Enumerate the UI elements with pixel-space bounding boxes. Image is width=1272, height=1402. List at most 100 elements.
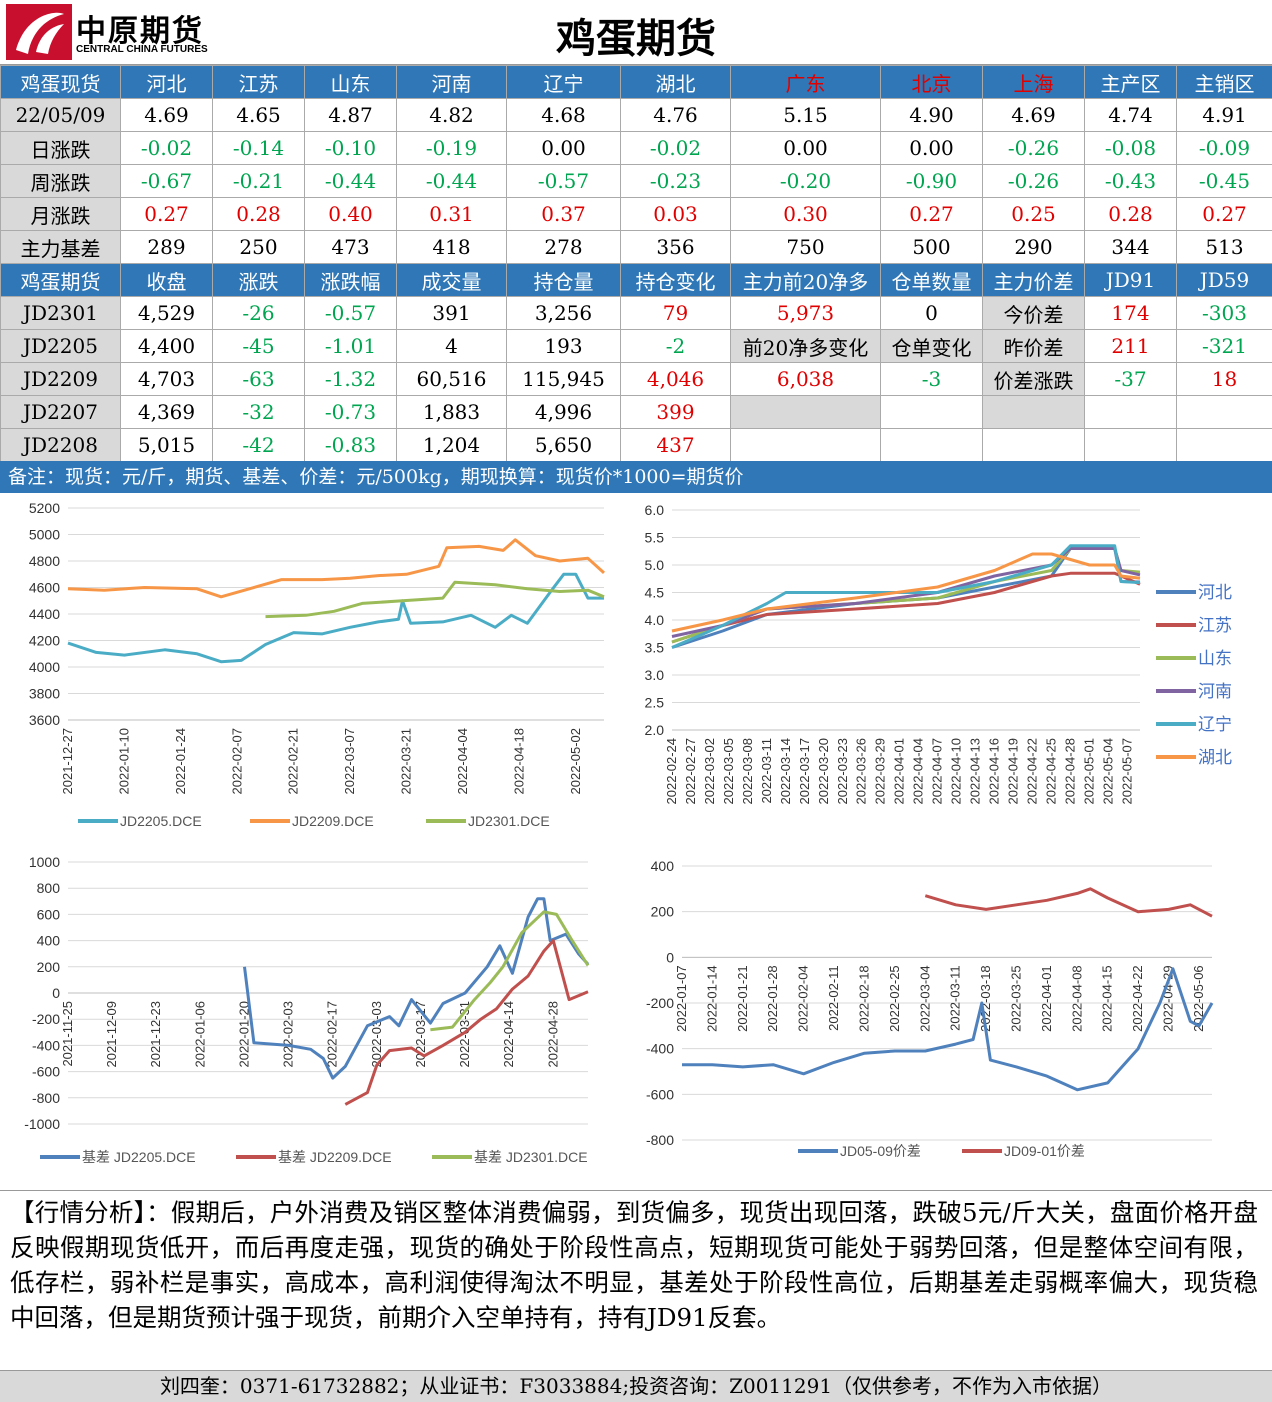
- x-tick-label: 2022-04-04: [911, 738, 926, 805]
- volume-cell: 1,204: [397, 429, 507, 462]
- volume-cell: 1,883: [397, 396, 507, 429]
- jd91-cell: 174: [1085, 297, 1177, 330]
- jd59-cell: 18: [1177, 363, 1272, 396]
- column-header: 上海: [983, 66, 1085, 99]
- footer-contact: 刘四奎：0371-61732882；从业证书：F3033884;投资咨询：Z00…: [0, 1370, 1272, 1402]
- x-tick-label: 2022-05-07: [1119, 738, 1134, 805]
- table-header-row: 鸡蛋现货河北江苏山东河南辽宁湖北广东北京上海主产区主销区: [1, 66, 1272, 99]
- legend-label: 湖北: [1198, 748, 1232, 768]
- contract-label: JD2301: [1, 297, 121, 330]
- legend-label: 河北: [1198, 583, 1232, 603]
- value-cell: 750: [731, 231, 881, 264]
- column-header: 辽宁: [507, 66, 621, 99]
- x-tick-label: 2022-01-24: [173, 728, 188, 795]
- column-header: 主产区: [1085, 66, 1177, 99]
- value-cell: 4.74: [1085, 99, 1177, 132]
- y-tick-label: 4400: [29, 606, 60, 622]
- column-header: 河北: [121, 66, 213, 99]
- x-tick-label: 2022-03-05: [721, 738, 736, 805]
- x-tick-label: 2022-04-22: [1130, 965, 1145, 1032]
- y-tick-label: -600: [32, 1064, 60, 1080]
- value-cell: -0.23: [621, 165, 731, 198]
- y-tick-label: -800: [646, 1132, 674, 1148]
- x-tick-label: 2022-03-02: [702, 738, 717, 805]
- receipt-change-cell: -3: [881, 363, 983, 396]
- jd59-cell: -303: [1177, 297, 1272, 330]
- x-tick-label: 2022-04-15: [1100, 965, 1115, 1032]
- volume-cell: 60,516: [397, 363, 507, 396]
- legend-label: JD2301.DCE: [468, 813, 550, 829]
- value-cell: 0.27: [121, 198, 213, 231]
- row-label: 月涨跌: [1, 198, 121, 231]
- value-cell: -0.90: [881, 165, 983, 198]
- y-tick-label: 0: [52, 985, 60, 1001]
- change-cell: -45: [213, 330, 305, 363]
- value-cell: 0.03: [621, 198, 731, 231]
- y-tick-label: 3600: [29, 712, 60, 728]
- change-cell: -63: [213, 363, 305, 396]
- y-tick-label: 2.0: [645, 722, 665, 738]
- oi-change-cell: 4,046: [621, 363, 731, 396]
- value-cell: 4.91: [1177, 99, 1272, 132]
- value-cell: 500: [881, 231, 983, 264]
- value-cell: 0.00: [731, 132, 881, 165]
- value-cell: -0.44: [397, 165, 507, 198]
- empty-cell: [881, 396, 983, 429]
- volume-cell: 391: [397, 297, 507, 330]
- column-header: 涨跌幅: [305, 264, 397, 297]
- empty-cell: [1085, 396, 1177, 429]
- column-header: 鸡蛋现货: [1, 66, 121, 99]
- y-tick-label: -1000: [24, 1116, 60, 1132]
- empty-cell: [1177, 429, 1272, 462]
- value-cell: 4.76: [621, 99, 731, 132]
- value-cell: -0.26: [983, 165, 1085, 198]
- value-cell: -0.14: [213, 132, 305, 165]
- chart-svg: -1000-800-600-400-2000200400600800100020…: [0, 842, 612, 1188]
- value-cell: 0.25: [983, 198, 1085, 231]
- column-header: 河南: [397, 66, 507, 99]
- column-header: 山东: [305, 66, 397, 99]
- column-header: 主力价差: [983, 264, 1085, 297]
- x-tick-label: 2022-03-20: [816, 738, 831, 805]
- x-tick-label: 2021-12-23: [148, 1001, 163, 1068]
- x-tick-label: 2022-02-24: [664, 738, 679, 805]
- column-header: 收盘: [121, 264, 213, 297]
- header: 中原期货 CENTRAL CHINA FUTURES 鸡蛋期货: [0, 0, 1272, 65]
- value-cell: 289: [121, 231, 213, 264]
- row-label: 日涨跌: [1, 132, 121, 165]
- value-cell: -0.08: [1085, 132, 1177, 165]
- jd59-cell: -321: [1177, 330, 1272, 363]
- x-tick-label: 2022-04-08: [1069, 965, 1084, 1032]
- empty-cell: [983, 396, 1085, 429]
- column-header: 仓单数量: [881, 264, 983, 297]
- column-header: 持仓量: [507, 264, 621, 297]
- table-row: 周涨跌-0.67-0.21-0.44-0.44-0.57-0.23-0.20-0…: [1, 165, 1272, 198]
- value-cell: 4.68: [507, 99, 621, 132]
- value-cell: -0.21: [213, 165, 305, 198]
- legend-label: 基差 JD2205.DCE: [82, 1149, 196, 1165]
- x-tick-label: 2022-03-11: [948, 965, 963, 1031]
- row-label: 22/05/09: [1, 99, 121, 132]
- x-tick-label: 2022-02-25: [887, 965, 902, 1032]
- y-tick-label: 0: [666, 949, 674, 965]
- open-interest-cell: 193: [507, 330, 621, 363]
- y-tick-label: -400: [646, 1041, 674, 1057]
- x-tick-label: 2022-01-10: [116, 728, 131, 795]
- change-pct-cell: -0.83: [305, 429, 397, 462]
- column-header: 江苏: [213, 66, 305, 99]
- net-long-change-cell: 6,038: [731, 363, 881, 396]
- value-cell: 0.28: [213, 198, 305, 231]
- receipt-change-label: 仓单变化: [881, 330, 983, 363]
- empty-cell: [983, 429, 1085, 462]
- x-tick-label: 2022-02-21: [286, 728, 301, 795]
- value-cell: -0.67: [121, 165, 213, 198]
- column-header: 持仓变化: [621, 264, 731, 297]
- close-cell: 4,529: [121, 297, 213, 330]
- x-tick-label: 2022-05-04: [1100, 738, 1115, 805]
